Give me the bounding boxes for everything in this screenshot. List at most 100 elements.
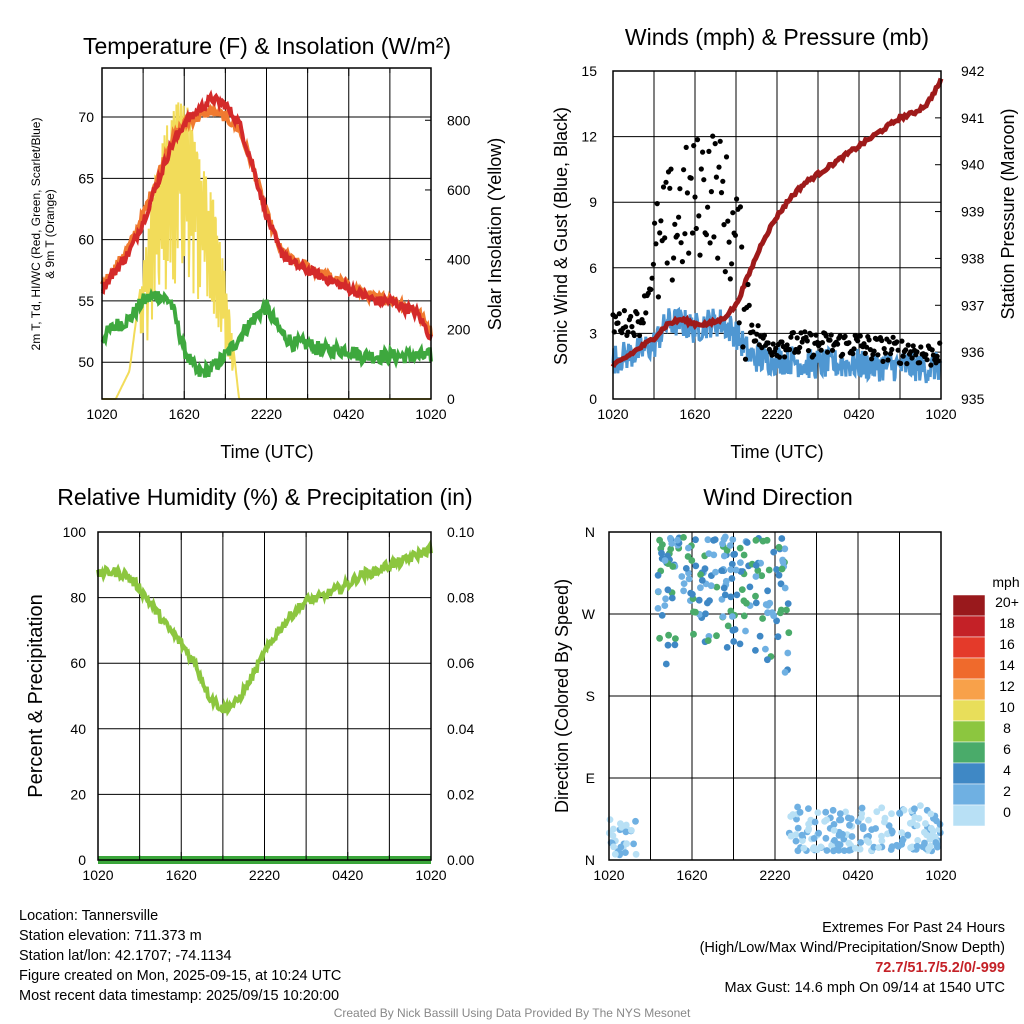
direction-point [857,839,865,846]
gust-point [662,235,668,241]
gust-point [866,337,872,343]
direction-point [888,810,895,818]
direction-point [674,536,681,544]
gust-point [924,357,930,363]
direction-point [805,825,813,833]
gust-point [890,334,896,340]
gust-point [846,340,852,346]
direction-point [610,843,617,851]
gust-point [643,310,649,316]
direction-point [685,544,692,552]
direction-point [885,822,893,829]
direction-point [759,537,767,545]
legend-label: 2 [1003,783,1011,799]
recent-text: Most recent data timestamp: 2025/09/15 1… [19,988,340,1004]
gust-point [740,344,746,350]
direction-point [865,816,872,824]
direction-point [618,824,626,831]
gust-point [819,340,826,346]
gust-point [894,339,900,345]
direction-point [710,536,717,544]
direction-point [881,818,888,826]
gust-point [880,358,886,364]
direction-point [719,540,726,548]
y2-tick-label: 400 [447,252,471,268]
gust-point [730,210,736,216]
direction-point [752,536,760,544]
direction-point [781,545,789,553]
gust-point [674,232,680,238]
y-tick-label: 60 [70,655,86,671]
direction-point [707,582,715,590]
panel-title: Relative Humidity (%) & Precipitation (i… [57,484,472,510]
y-tick-label: 12 [581,129,597,145]
direction-point [729,626,737,634]
gust-point [850,351,856,357]
station-info: Location: Tannersville Station elevation… [19,906,341,1006]
gust-point [881,346,887,352]
gust-point [720,178,726,184]
direction-point [654,588,662,595]
x-tick-label: 1020 [415,867,446,883]
gust-point [658,218,664,224]
y-axis-label-group: Direction (Colored By Speed) [552,579,572,813]
direction-point [738,586,746,593]
gust-point [616,311,622,317]
direction-point [733,591,741,599]
y-axis-label: Percent & Precipitation [25,594,47,797]
y-tick-label: 70 [78,109,94,125]
gust-point [885,357,891,363]
gust-point [918,344,924,350]
y-tick-label: N [585,852,595,868]
direction-point [764,656,771,664]
gust-point [677,186,683,192]
direction-point [829,806,837,814]
gust-point [765,340,771,346]
legend-swatch [952,594,986,617]
gust-point [734,196,740,202]
direction-point [917,802,924,809]
x-tick-label: 1020 [597,406,628,422]
y-tick-label: 55 [78,293,94,309]
direction-point [863,837,871,844]
gust-point [776,354,783,360]
direction-point [654,605,662,612]
direction-point [680,580,688,587]
gust-point [615,320,621,326]
panel-1: 50 55 60 65 70 0 200 400 600 800 1020 1620 2220 0420 1… [29,33,505,462]
gust-point [696,213,702,219]
gust-point [710,133,716,139]
direction-point [632,850,640,858]
direction-point [685,575,693,583]
direction-point [823,847,831,854]
y-tick-label: 3 [589,325,597,341]
gust-point [882,350,889,356]
credit-text: Created By Nick Bassill Using Data Provi… [333,1006,691,1020]
direction-point [737,559,744,566]
x-tick-label: 0420 [842,867,873,883]
gust-point [795,349,802,355]
direction-point [661,557,669,564]
direction-point [630,840,637,848]
y2-axis-label-group: Station Pressure (Maroon) [998,108,1018,319]
gust-point [855,338,861,344]
y2-tick-label: 935 [961,391,985,407]
direction-point [688,557,696,564]
gust-point [655,294,662,300]
direction-point [690,630,697,638]
direction-point [777,580,785,588]
direction-point [656,634,663,642]
direction-point [815,829,822,837]
gust-point [649,275,655,281]
legend-swatch [952,615,986,638]
direction-point [904,831,912,839]
gust-point [631,332,638,339]
y2-tick-label: 941 [961,110,985,126]
gust-point [629,324,635,330]
direction-point [713,632,720,640]
gust-point [640,320,646,326]
direction-point [878,832,885,840]
direction-point [758,572,766,580]
direction-point [783,606,790,614]
direction-point [773,617,780,625]
